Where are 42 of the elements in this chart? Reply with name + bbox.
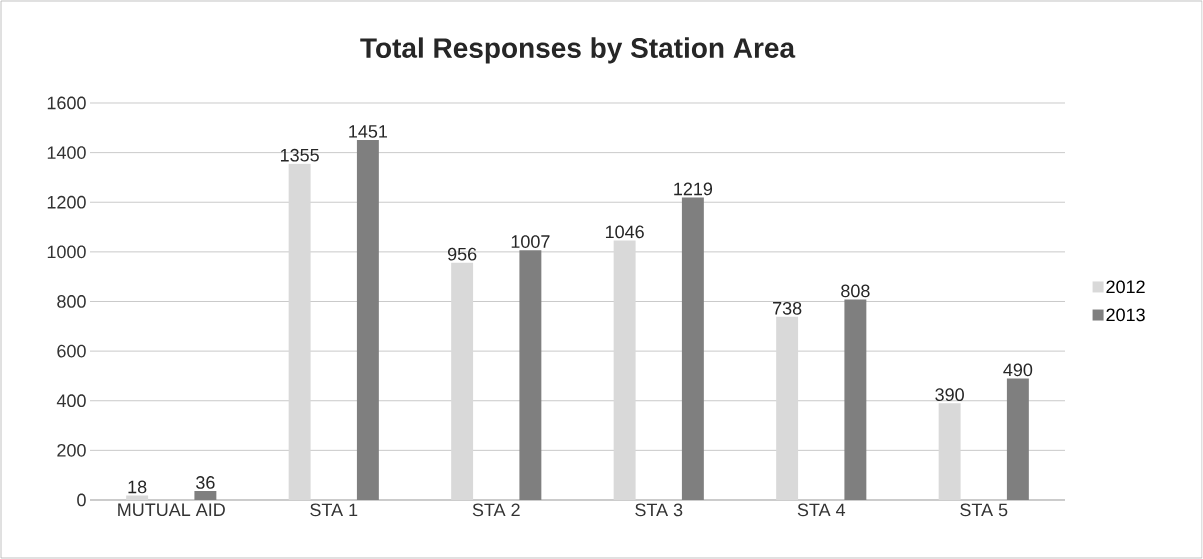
x-tick-label: STA 2 — [472, 503, 520, 517]
bar — [776, 316, 799, 500]
data-label: 18 — [128, 480, 147, 494]
data-label: 1046 — [605, 225, 644, 239]
x-tick-label: STA 1 — [310, 503, 358, 517]
bar — [613, 240, 636, 500]
data-label: 390 — [935, 388, 964, 402]
x-tick-label: STA 4 — [797, 503, 846, 517]
legend-label: 2012 — [1106, 280, 1145, 294]
bar — [194, 491, 217, 500]
bar — [126, 495, 149, 500]
data-label: 956 — [447, 247, 477, 261]
data-label: 36 — [196, 476, 215, 489]
bar — [844, 299, 867, 500]
x-tick-label: MUTUAL AID — [118, 503, 225, 517]
bar — [681, 197, 704, 500]
bar — [1006, 378, 1029, 500]
y-tick-label: 1600 — [47, 96, 86, 110]
data-label: 1007 — [511, 235, 550, 248]
x-tick-label: STA 5 — [960, 503, 1008, 517]
y-tick-label: 400 — [56, 394, 86, 408]
data-label: 490 — [1003, 363, 1033, 377]
y-tick-label: 1000 — [47, 245, 86, 259]
y-tick-label: 0 — [77, 493, 86, 507]
data-label: 738 — [773, 301, 802, 315]
bar — [356, 139, 379, 500]
bar — [288, 163, 311, 500]
data-label: 1451 — [349, 125, 388, 138]
bar — [451, 262, 474, 500]
bar — [938, 403, 961, 500]
y-tick-label: 600 — [57, 344, 86, 358]
chart-title: Total Responses by Station Area — [360, 37, 796, 64]
x-tick-label: STA 3 — [635, 503, 683, 517]
bar — [519, 250, 542, 500]
data-label: 808 — [841, 284, 870, 298]
legend-label: 2013 — [1106, 308, 1145, 322]
y-tick-label: 200 — [57, 443, 86, 457]
data-label: 1355 — [280, 148, 319, 162]
y-tick-label: 800 — [57, 295, 86, 308]
y-tick-label: 1400 — [47, 146, 86, 159]
data-label: 1219 — [674, 182, 713, 196]
y-tick-label: 1200 — [47, 195, 86, 209]
